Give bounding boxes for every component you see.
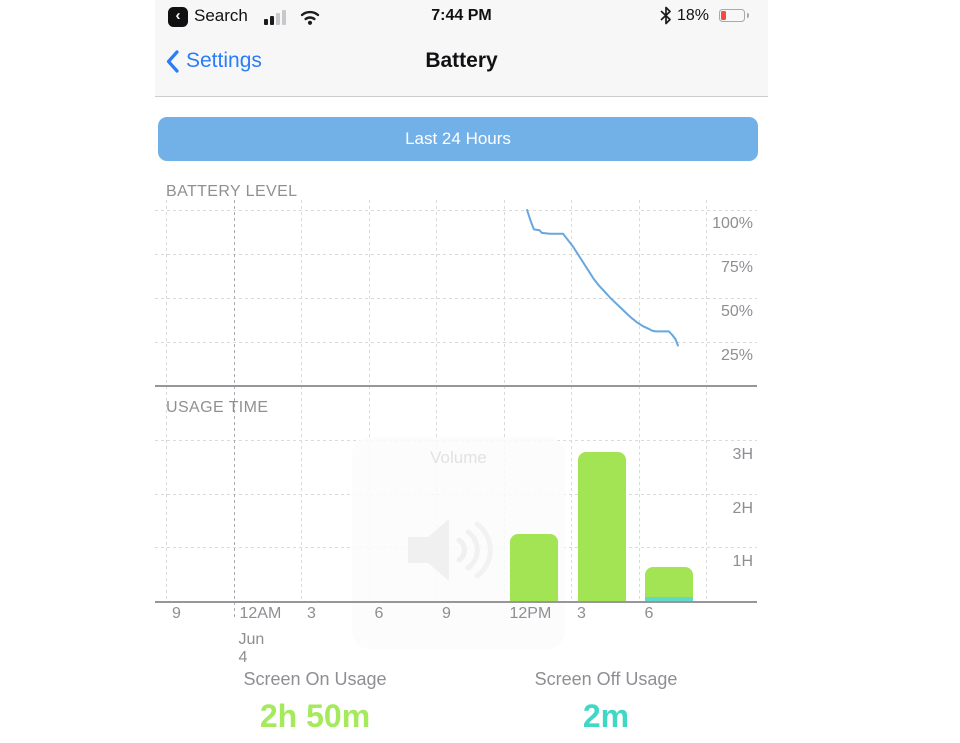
bluetooth-icon	[659, 6, 673, 25]
page-title: Battery	[425, 49, 498, 72]
x-axis-label: 12PM	[509, 605, 552, 622]
battery-level-section-title: BATTERY LEVEL	[166, 183, 298, 200]
time-gridline	[301, 200, 302, 601]
cell-signal-icon	[264, 10, 290, 26]
usage-bar-screen-on[interactable]	[510, 533, 558, 601]
battery-level-line	[526, 209, 679, 347]
screen-off-usage-label: Screen Off Usage	[534, 669, 678, 689]
usage-ytick-label: 3H	[732, 445, 753, 463]
time-gridline	[436, 200, 437, 601]
screen-on-usage-value: 2h 50m	[259, 698, 371, 734]
x-axis-label: 6	[374, 605, 384, 622]
status-battery-percent: 18%	[677, 7, 710, 24]
day-boundary-gridline	[233, 200, 235, 619]
x-axis-label: 9	[442, 605, 451, 622]
usage-time-section-title: USAGE TIME	[166, 399, 269, 416]
date-label: Jun 4	[238, 631, 265, 666]
time-gridline	[638, 200, 640, 601]
usage-ytick-label: 1H	[732, 553, 753, 571]
usage-bar-screen-off	[645, 596, 693, 601]
x-axis-label: 9	[172, 605, 181, 622]
wifi-icon	[298, 8, 322, 26]
last-24-hours-button[interactable]: Last 24 Hours	[158, 117, 758, 161]
usage-axis-line	[155, 601, 757, 603]
battery-gridline	[155, 254, 757, 255]
back-chevron-icon	[166, 49, 179, 73]
back-to-app-label: Search	[194, 6, 248, 25]
time-gridline	[166, 200, 167, 601]
usage-ytick-label: 2H	[732, 499, 753, 517]
battery-ytick-label: 25%	[720, 347, 753, 364]
usage-bar-screen-on[interactable]	[645, 566, 693, 597]
nav-back-label: Settings	[186, 49, 262, 72]
time-gridline	[706, 200, 707, 601]
x-axis-label: 3	[307, 605, 316, 622]
screen-off-usage-value: 2m	[582, 698, 630, 734]
battery-ytick-label: 50%	[720, 303, 753, 320]
battery-ytick-label: 100%	[712, 215, 753, 232]
battery-axis-line	[155, 385, 757, 387]
usage-bar-screen-on[interactable]	[577, 452, 626, 601]
x-axis-label: 12AM	[239, 605, 282, 622]
speaker-icon	[402, 511, 512, 589]
battery-icon	[719, 9, 750, 22]
battery-gridline	[155, 210, 757, 211]
battery-gridline	[155, 342, 757, 343]
battery-ytick-label: 75%	[720, 259, 753, 276]
screen-on-usage-label: Screen On Usage	[243, 669, 387, 689]
time-gridline	[571, 200, 572, 601]
x-axis-label: 6	[644, 605, 654, 622]
nav-back-settings[interactable]: Settings	[166, 46, 262, 76]
volume-hud-label: Volume	[430, 448, 487, 467]
status-time: 7:44 PM	[431, 7, 492, 24]
back-to-app-chip[interactable]: ‹	[168, 7, 188, 27]
time-gridline	[368, 200, 370, 601]
time-gridline	[503, 200, 505, 601]
battery-gridline	[155, 298, 757, 299]
x-axis-label: 3	[577, 605, 586, 622]
